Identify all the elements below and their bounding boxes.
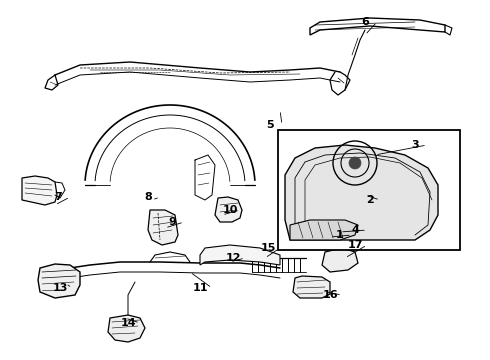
Text: 2: 2 bbox=[366, 195, 374, 205]
Text: 11: 11 bbox=[192, 283, 208, 293]
Text: 3: 3 bbox=[411, 140, 419, 150]
Polygon shape bbox=[310, 18, 445, 35]
Text: 10: 10 bbox=[222, 205, 238, 215]
Polygon shape bbox=[322, 248, 358, 272]
Polygon shape bbox=[148, 210, 178, 245]
Polygon shape bbox=[285, 145, 438, 240]
Text: 16: 16 bbox=[322, 290, 338, 300]
Bar bbox=[278, 130, 460, 250]
Text: 12: 12 bbox=[225, 253, 241, 263]
Text: 9: 9 bbox=[168, 217, 176, 227]
Text: 5: 5 bbox=[266, 120, 274, 130]
Text: 1: 1 bbox=[336, 230, 344, 240]
Text: 14: 14 bbox=[120, 318, 136, 328]
Text: 4: 4 bbox=[351, 225, 359, 235]
Polygon shape bbox=[290, 220, 358, 240]
Text: 15: 15 bbox=[260, 243, 276, 253]
Polygon shape bbox=[293, 276, 330, 298]
Text: 8: 8 bbox=[144, 192, 152, 202]
Polygon shape bbox=[108, 315, 145, 342]
Polygon shape bbox=[215, 197, 242, 222]
Polygon shape bbox=[22, 176, 57, 205]
Polygon shape bbox=[38, 264, 80, 298]
Text: 17: 17 bbox=[347, 240, 363, 250]
Text: 13: 13 bbox=[52, 283, 68, 293]
Text: 6: 6 bbox=[361, 17, 369, 27]
Circle shape bbox=[349, 157, 361, 169]
Polygon shape bbox=[200, 245, 280, 265]
Text: 7: 7 bbox=[54, 192, 62, 202]
